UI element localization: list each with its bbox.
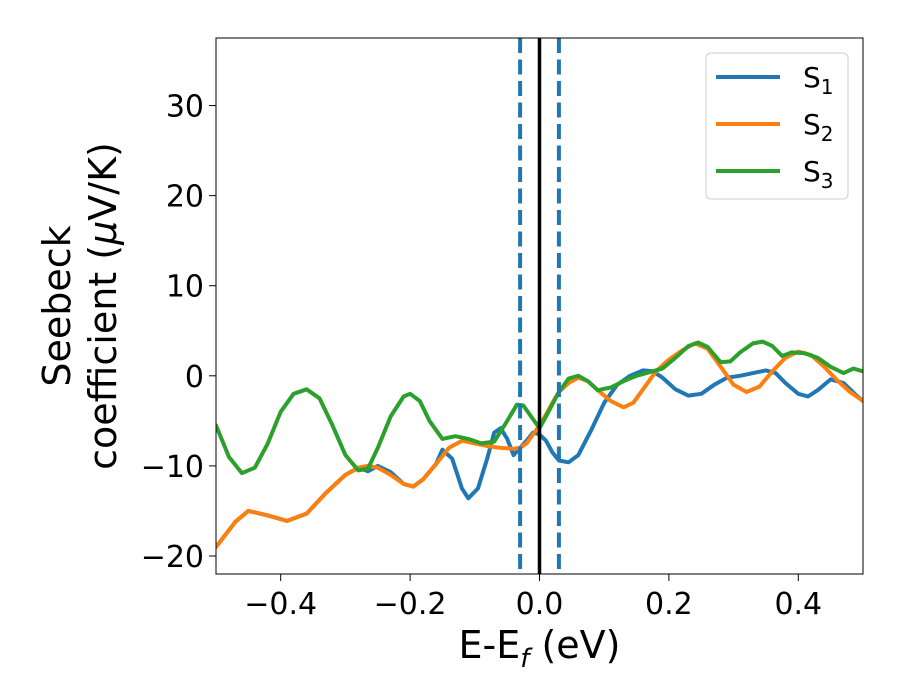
x-tick-label: 0.4 bbox=[774, 587, 822, 622]
series-line-s3 bbox=[216, 339, 863, 476]
x-axis-label: E-Ef (eV) bbox=[459, 623, 621, 674]
x-tick-label: 0.2 bbox=[645, 587, 693, 622]
plot-area bbox=[215, 37, 864, 575]
y-tick-label: 0 bbox=[185, 360, 204, 395]
x-tick-label: −0.2 bbox=[374, 587, 447, 622]
y-axis-ticks: −20 −10 0 10 20 30 bbox=[141, 90, 216, 575]
legend-label-s3: S3 bbox=[803, 155, 834, 193]
y-axis-label: Seebeck coefficient (μV/K) bbox=[35, 142, 125, 470]
plot-data-layer bbox=[216, 38, 863, 574]
y-axis-label-line2: coefficient (μV/K) bbox=[81, 142, 125, 470]
y-tick-label: 30 bbox=[166, 90, 204, 125]
x-tick-label: 0.0 bbox=[516, 587, 564, 622]
legend-label-s2: S2 bbox=[803, 108, 834, 146]
y-axis-label-line1: Seebeck bbox=[35, 225, 79, 386]
legend: S1 S2 S3 bbox=[705, 52, 849, 200]
y-tick-label: 10 bbox=[166, 270, 204, 305]
x-tick-label: −0.4 bbox=[244, 587, 317, 622]
y-tick-label: 20 bbox=[166, 180, 204, 215]
y-tick-label: −20 bbox=[141, 540, 204, 575]
y-tick-label: −10 bbox=[141, 450, 204, 485]
x-axis-ticks: −0.4 −0.2 0.0 0.2 0.4 bbox=[244, 574, 822, 622]
legend-label-s1: S1 bbox=[803, 61, 834, 99]
